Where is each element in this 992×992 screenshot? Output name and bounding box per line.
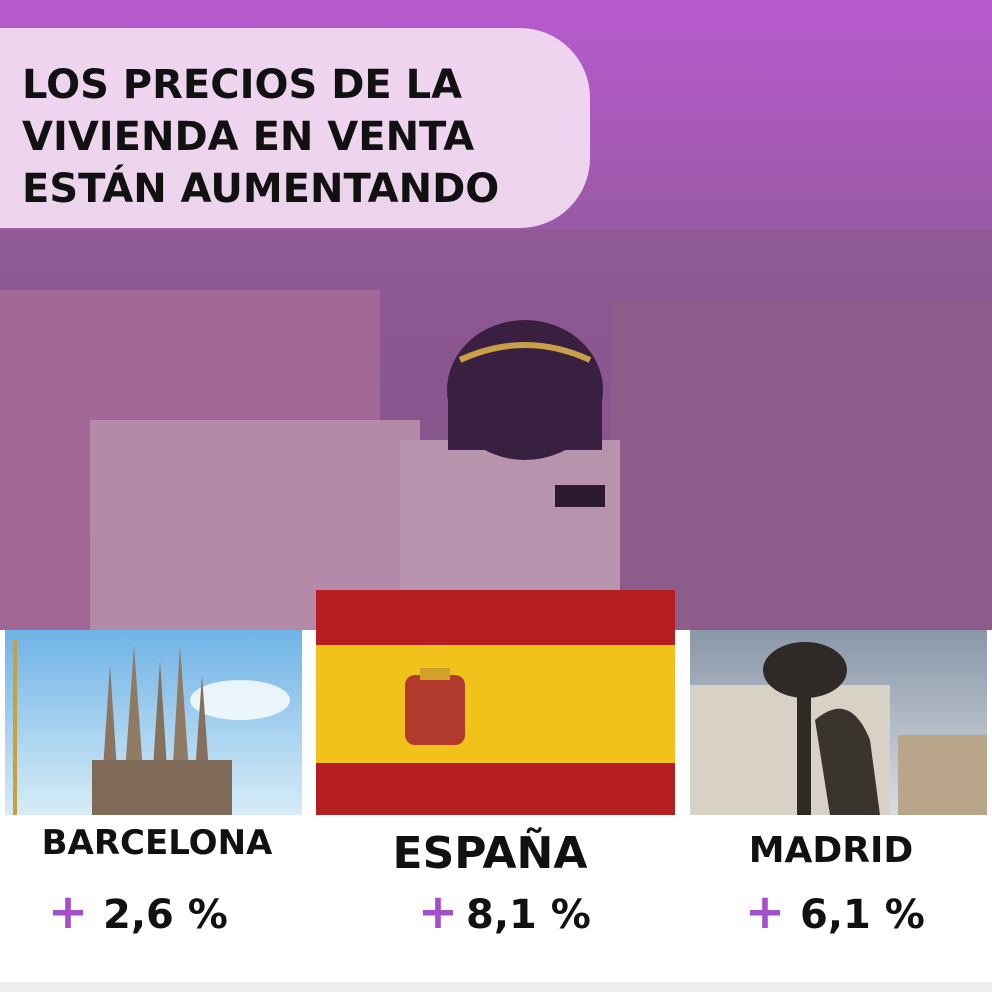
barcelona-photo bbox=[5, 630, 302, 815]
panel-name: MADRID bbox=[749, 830, 914, 871]
title-line: ESTÁN AUMENTANDO bbox=[22, 164, 499, 212]
plus-sign: + bbox=[48, 884, 88, 940]
panel-name: ESPAÑA bbox=[393, 826, 588, 879]
panel-change: 2,6 % bbox=[103, 892, 228, 938]
panel-change: 6,1 % bbox=[800, 892, 925, 938]
spain-flag bbox=[316, 590, 675, 815]
title-line: LOS PRECIOS DE LA bbox=[22, 62, 462, 108]
panel-change: 8,1 % bbox=[466, 892, 591, 938]
panel-name: BARCELONA bbox=[42, 823, 273, 863]
bottom-edge bbox=[0, 982, 992, 992]
title-line: VIVIENDA EN VENTA bbox=[22, 114, 474, 160]
madrid-photo bbox=[690, 630, 987, 815]
plus-sign: + bbox=[745, 884, 785, 940]
title-box bbox=[0, 28, 590, 228]
city-photo bbox=[0, 0, 992, 640]
plus-sign: + bbox=[418, 884, 458, 940]
